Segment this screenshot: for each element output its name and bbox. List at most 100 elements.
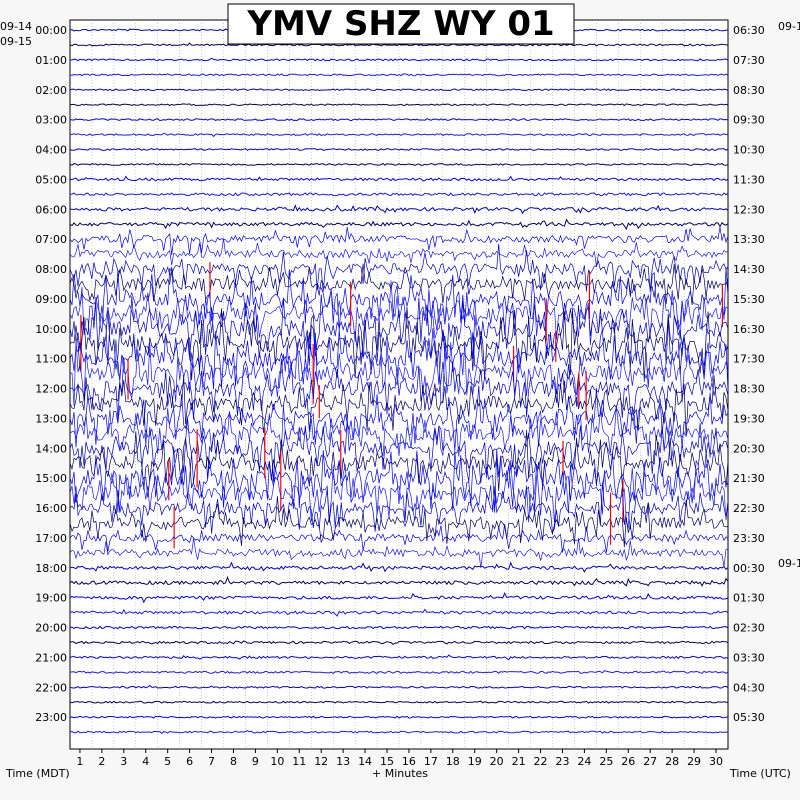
- left-time-label: 06:00: [35, 203, 67, 216]
- trace-line: [69, 591, 729, 604]
- left-time-label: 22:00: [35, 681, 67, 694]
- trace-line: [69, 640, 729, 646]
- x-tick-label: 12: [314, 755, 328, 768]
- left-time-label: 18:00: [35, 562, 67, 575]
- right-time-label: 06:30: [733, 24, 765, 37]
- left-time-label: 08:00: [35, 263, 67, 276]
- left-date-label-top: 09-14: [0, 20, 32, 33]
- trace-line: [69, 608, 729, 617]
- trace-line: [69, 537, 729, 568]
- trace-line: [69, 238, 729, 267]
- trace-line: [69, 294, 729, 366]
- trace-line: [69, 280, 729, 346]
- trace-line: [69, 118, 729, 122]
- left-time-label: 20:00: [35, 622, 67, 635]
- x-tick-label: 5: [164, 755, 171, 768]
- x-tick-label: 30: [709, 755, 723, 768]
- right-time-label: 16:30: [733, 323, 765, 336]
- right-time-label: 23:30: [733, 532, 765, 545]
- left-time-labels: 00:00 01:00 02:00 03:00 04:00 05:00 06:00 07:00…: [35, 24, 67, 724]
- x-tick-label: 7: [208, 755, 215, 768]
- left-time-label: 04:00: [35, 144, 67, 157]
- trace-line: [69, 523, 729, 553]
- x-tick-label: 6: [186, 755, 193, 768]
- trace-line: [69, 147, 729, 152]
- left-time-label: 15:00: [35, 472, 67, 485]
- trace-line: [69, 385, 729, 451]
- right-time-label: 18:30: [733, 383, 765, 396]
- right-time-label: 15:30: [733, 293, 765, 306]
- trace-line: [69, 404, 729, 461]
- x-tick-label: 10: [270, 755, 284, 768]
- trace-line: [69, 700, 729, 704]
- trace-line: [69, 670, 729, 675]
- trace-line: [69, 684, 729, 689]
- trace-line: [69, 218, 729, 231]
- left-time-label: 09:00: [35, 293, 67, 306]
- x-tick-label: 15: [380, 755, 394, 768]
- x-tick-label: 17: [424, 755, 438, 768]
- x-tick-label: 16: [402, 755, 416, 768]
- x-tick-label: 9: [252, 755, 259, 768]
- left-time-label: 21:00: [35, 651, 67, 664]
- right-time-label: 17:30: [733, 353, 765, 366]
- right-time-label: 11:30: [733, 173, 765, 186]
- right-time-label: 04:30: [733, 681, 765, 694]
- trace-line: [69, 625, 729, 630]
- trace-line: [69, 263, 729, 306]
- x-tick-label: 21: [512, 755, 526, 768]
- x-tick-label: 28: [665, 755, 679, 768]
- trace-line: [69, 339, 729, 407]
- right-time-label: 10:30: [733, 144, 765, 157]
- trace-line: [69, 267, 729, 333]
- right-axis-title: Time (UTC): [729, 767, 791, 780]
- right-time-label: 14:30: [733, 263, 765, 276]
- left-time-label: 01:00: [35, 54, 67, 67]
- x-tick-label: 23: [555, 755, 569, 768]
- x-tick-label: 26: [621, 755, 635, 768]
- trace-line: [69, 357, 729, 422]
- trace-line: [69, 73, 729, 77]
- left-date-label-start: 09-15: [0, 35, 32, 48]
- x-tick-label: 29: [687, 755, 701, 768]
- left-time-label: 05:00: [35, 173, 67, 186]
- trace-line: [69, 132, 729, 138]
- right-time-label: 12:30: [733, 203, 765, 216]
- left-time-label: 00:00: [35, 24, 67, 37]
- right-time-label: 08:30: [733, 84, 765, 97]
- right-time-label: 22:30: [733, 502, 765, 515]
- chart-title: YMV SHZ WY 01: [246, 4, 554, 44]
- right-time-label: 09:30: [733, 114, 765, 127]
- x-tick-label: 13: [336, 755, 350, 768]
- left-time-label: 23:00: [35, 711, 67, 724]
- trace-line: [69, 243, 729, 292]
- left-time-label: 11:00: [35, 353, 67, 366]
- trace-line: [69, 226, 729, 256]
- trace-line: [69, 496, 729, 548]
- right-time-label: 02:30: [733, 622, 765, 635]
- trace-line: [69, 103, 729, 107]
- trace-line: [69, 328, 729, 392]
- right-time-label: 21:30: [733, 472, 765, 485]
- x-axis-ticks: 1 2 3 4 5 6 7 8 9 10 11 12 13 14 15 16 17 18 19 20 21 22 23 24 2…: [76, 749, 723, 768]
- x-tick-label: 1: [76, 755, 83, 768]
- x-tick-label: 24: [577, 755, 591, 768]
- left-time-label: 10:00: [35, 323, 67, 336]
- right-time-label: 00:30: [733, 562, 765, 575]
- x-tick-label: 11: [292, 755, 306, 768]
- right-time-label: 05:30: [733, 711, 765, 724]
- trace-line: [69, 654, 729, 661]
- trace-line: [69, 482, 729, 534]
- trace-line: [69, 460, 729, 529]
- left-time-label: 02:00: [35, 84, 67, 97]
- trace-line: [69, 57, 729, 62]
- trace-line: [69, 715, 729, 719]
- trace-line: [69, 730, 729, 735]
- trace-line: [69, 418, 729, 483]
- left-time-label: 17:00: [35, 532, 67, 545]
- x-tick-label: 4: [142, 755, 149, 768]
- left-time-label: 13:00: [35, 412, 67, 425]
- x-tick-label: 18: [446, 755, 460, 768]
- x-tick-label: 14: [358, 755, 372, 768]
